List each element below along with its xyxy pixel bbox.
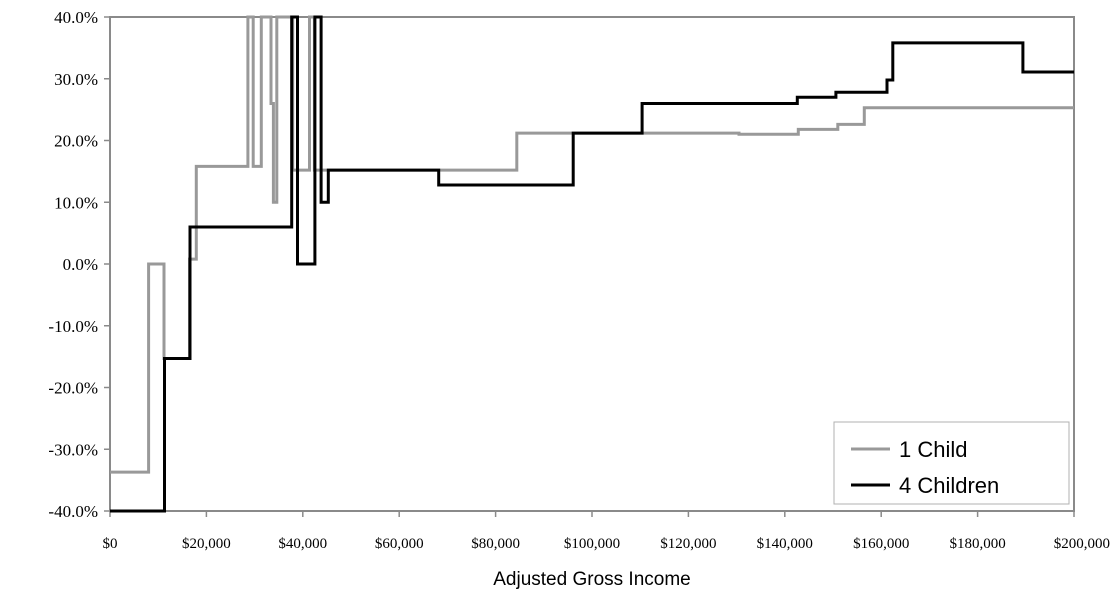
series-layer <box>110 15 1074 513</box>
legend-label-4-children: 4 Children <box>899 473 999 498</box>
x-tick-label: $140,000 <box>757 536 813 552</box>
y-tick-label: 40.0% <box>54 8 98 27</box>
x-tick-label: $160,000 <box>853 536 909 552</box>
x-axis: $0 $20,000 $40,000 $60,000 $80,000 $100,000 $1… <box>103 511 1110 552</box>
x-tick-label: $180,000 <box>949 536 1005 552</box>
legend: 1 Child 4 Children <box>833 421 1070 505</box>
legend-label-1-child: 1 Child <box>899 437 967 462</box>
y-tick-label: 30.0% <box>54 70 98 89</box>
x-tick-label: $40,000 <box>278 536 327 552</box>
y-tick-label: 20.0% <box>54 132 98 151</box>
x-tick-label: $20,000 <box>182 536 231 552</box>
y-tick-label: -10.0% <box>48 317 98 336</box>
y-tick-label: 0.0% <box>63 255 98 274</box>
x-axis-label: Adjusted Gross Income <box>493 569 690 590</box>
x-tick-label: $0 <box>103 536 118 552</box>
x-tick-label: $200,000 <box>1054 536 1110 552</box>
y-tick-label: 10.0% <box>54 193 98 212</box>
x-tick-label: $80,000 <box>471 536 520 552</box>
series-line-4-children <box>110 15 1074 513</box>
legend-box <box>833 421 1070 505</box>
x-tick-label: $120,000 <box>660 536 716 552</box>
y-tick-label: -30.0% <box>48 440 98 459</box>
x-tick-label: $100,000 <box>564 536 620 552</box>
y-axis: 40.0% 30.0% 20.0% 10.0% 0.0% -10.0% -20.0% -30.… <box>48 8 110 521</box>
x-tick-label: $60,000 <box>375 536 424 552</box>
y-tick-label: -20.0% <box>48 379 98 398</box>
y-tick-label: -40.0% <box>48 502 98 521</box>
